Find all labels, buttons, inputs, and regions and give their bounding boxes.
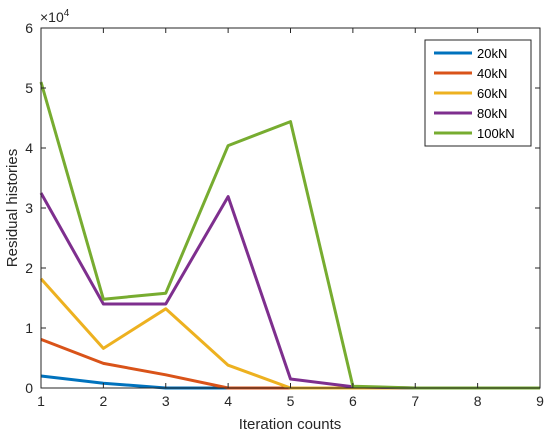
y-multiplier-base: ×10: [40, 9, 64, 25]
legend-label-80kN: 80kN: [477, 106, 507, 121]
x-axis-title: Iteration counts: [239, 416, 342, 433]
y-tick-label: 0: [25, 380, 33, 396]
x-tick-label: 8: [474, 393, 482, 409]
x-tick-label: 9: [536, 393, 544, 409]
y-tick-label: 4: [25, 140, 33, 156]
legend-label-60kN: 60kN: [477, 86, 507, 101]
legend-label-100kN: 100kN: [477, 126, 515, 141]
y-tick-label: 2: [25, 260, 33, 276]
legend-label-20kN: 20kN: [477, 46, 507, 61]
x-tick-label: 3: [162, 393, 170, 409]
x-tick-label: 4: [224, 393, 232, 409]
x-tick-label: 2: [99, 393, 107, 409]
x-tick-label: 1: [37, 393, 45, 409]
y-tick-label: 6: [25, 20, 33, 36]
y-axis-multiplier: ×104: [40, 8, 70, 25]
y-tick-label: 1: [25, 320, 33, 336]
legend-label-40kN: 40kN: [477, 66, 507, 81]
y-axis-title: Residual histories: [4, 149, 21, 267]
y-tick-label: 3: [25, 200, 33, 216]
x-tick-label: 7: [411, 393, 419, 409]
x-tick-label: 6: [349, 393, 357, 409]
legend: 20kN 40kN 60kN 80kN 100kN: [424, 39, 532, 147]
y-multiplier-exponent: 4: [64, 8, 70, 19]
y-tick-label: 5: [25, 80, 33, 96]
x-tick-label: 5: [287, 393, 295, 409]
